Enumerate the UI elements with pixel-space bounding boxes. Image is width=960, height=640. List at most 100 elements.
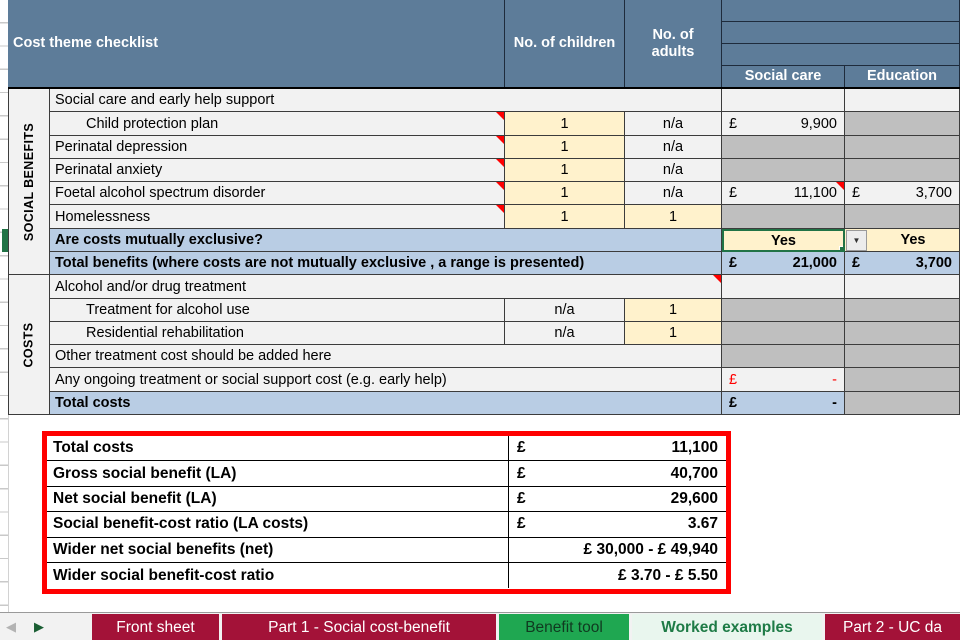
prev-sheet-arrow-icon[interactable]: ◀: [6, 619, 16, 634]
social-care-value-cell: £21,000: [722, 252, 845, 275]
summary-value: £ 11,100: [509, 436, 726, 460]
social-care-value-cell: [722, 275, 845, 299]
education-value-cell: £3,700: [845, 182, 960, 205]
header-spacer-row-3: [722, 44, 960, 66]
social-care-value-cell[interactable]: Yes: [722, 229, 845, 252]
education-value-cell: [845, 89, 960, 112]
children-count-cell[interactable]: 1: [505, 112, 625, 136]
social-care-value-cell: £ -: [722, 392, 845, 415]
social-care-value-cell: [722, 345, 845, 368]
summary-row: Total costs £ 11,100: [47, 436, 726, 462]
sheet-tab-front-sheet[interactable]: Front sheet: [92, 614, 219, 640]
adults-count-cell[interactable]: 1: [625, 322, 722, 345]
row-label: Any ongoing treatment or social support …: [55, 371, 447, 388]
cell-text: 1: [668, 325, 678, 341]
cell-text: 1: [668, 302, 678, 318]
row-label-cell: Perinatal anxiety: [50, 159, 505, 182]
social-care-value-cell: [722, 89, 845, 112]
summary-value: £ 30,000 - £ 49,940: [509, 538, 726, 562]
education-value-cell: [845, 345, 960, 368]
sheet-tab-part-2[interactable]: Part 2 - UC da: [825, 614, 960, 640]
row-label-cell: Foetal alcohol spectrum disorder: [50, 182, 505, 205]
adults-count-cell: n/a: [625, 136, 722, 159]
cell-text: 1: [560, 208, 569, 225]
header-spacer-row-1: [722, 0, 960, 22]
column-header-children: No. of children: [505, 0, 625, 88]
summary-row: Wider social benefit-cost ratio £ 3.70 -…: [47, 562, 726, 589]
column-header-social-care: Social care: [722, 66, 845, 88]
adults-count-cell[interactable]: 1: [625, 299, 722, 322]
row-label-cell: Are costs mutually exclusive?: [50, 229, 722, 252]
currency-symbol: £: [729, 185, 738, 201]
yes-dropdown-button[interactable]: ▼: [846, 230, 867, 251]
selected-row-indicator: [2, 229, 8, 252]
row-label: Total benefits (where costs are not mutu…: [55, 255, 585, 271]
chevron-down-icon: ▼: [852, 236, 861, 245]
cell-amount: 3,700: [915, 255, 952, 271]
cell-text: Yes: [771, 232, 796, 249]
results-summary-box: Total costs £ 11,100 Gross social benefi…: [42, 431, 731, 594]
summary-row: Wider net social benefits (net) £ 30,000…: [47, 537, 726, 563]
comment-indicator: [496, 136, 504, 144]
education-value-cell: [845, 299, 960, 322]
column-header-education: Education: [845, 66, 960, 88]
summary-value: £ 3.67: [509, 512, 726, 536]
social-care-value-cell: [722, 136, 845, 159]
summary-label: Net social benefit (LA): [47, 486, 509, 512]
summary-amount: 3.67: [687, 515, 718, 533]
children-count-cell: n/a: [505, 299, 625, 322]
header-spacer-row-2: [722, 22, 960, 44]
section-label-costs: COSTS: [8, 275, 50, 415]
children-count-cell[interactable]: 1: [505, 136, 625, 159]
currency-symbol: £: [729, 115, 738, 132]
section-label-text: SOCIAL BENEFITS: [22, 122, 36, 241]
education-value-cell[interactable]: Yes: [845, 229, 960, 252]
sheet-tab-benefit-tool[interactable]: Benefit tool: [499, 614, 629, 640]
row-label: Perinatal anxiety: [55, 162, 163, 178]
education-value-cell: [845, 112, 960, 136]
sheet-tab-part-1[interactable]: Part 1 - Social cost-benefit: [222, 614, 496, 640]
adults-count-cell[interactable]: 1: [625, 205, 722, 229]
section-label-social-benefits: SOCIAL BENEFITS: [8, 89, 50, 275]
summary-label: Social benefit-cost ratio (LA costs): [47, 512, 509, 537]
social-care-value-cell: [722, 322, 845, 345]
fill-handle[interactable]: [839, 246, 843, 250]
adults-count-cell: n/a: [625, 159, 722, 182]
currency-symbol: £: [729, 255, 738, 271]
summary-value: £ 40,700: [509, 461, 726, 485]
row-label-cell: Perinatal depression: [50, 136, 505, 159]
children-count-cell[interactable]: 1: [505, 159, 625, 182]
education-value-cell: [845, 205, 960, 229]
cell-text: n/a: [662, 139, 684, 155]
row-label-cell: Any ongoing treatment or social support …: [50, 368, 722, 392]
row-label-cell: Total benefits (where costs are not mutu…: [50, 252, 722, 275]
cell-text: Yes: [900, 232, 926, 248]
row-label-cell: Child protection plan: [50, 112, 505, 136]
education-value-cell: [845, 159, 960, 182]
cell-amount: 21,000: [792, 255, 837, 271]
education-value-cell: [845, 322, 960, 345]
cell-text: 1: [560, 162, 569, 178]
next-sheet-arrow-icon[interactable]: ▶: [34, 619, 44, 634]
currency-symbol: £: [517, 515, 526, 533]
education-value-cell: £3,700: [845, 252, 960, 275]
currency-symbol: £: [517, 439, 526, 457]
cell-amount: -: [832, 395, 837, 411]
row-label: Total costs: [55, 395, 131, 411]
children-count-cell[interactable]: 1: [505, 182, 625, 205]
row-label-cell: Alcohol and/or drug treatment: [50, 275, 722, 299]
row-label: Are costs mutually exclusive?: [55, 232, 263, 248]
comment-indicator: [496, 112, 504, 120]
cell-text: n/a: [662, 185, 684, 201]
cell-text: n/a: [662, 115, 684, 132]
social-care-value-cell: [722, 299, 845, 322]
sheet-tab-worked-examples[interactable]: Worked examples: [632, 614, 822, 640]
summary-row: Net social benefit (LA) £ 29,600: [47, 486, 726, 513]
summary-value: £ 3.70 - £ 5.50: [509, 563, 726, 588]
children-count-cell[interactable]: 1: [505, 205, 625, 229]
summary-amount: 11,100: [671, 439, 718, 457]
education-value-cell: [845, 392, 960, 415]
comment-indicator: [496, 182, 504, 190]
summary-row: Gross social benefit (LA) £ 40,700: [47, 461, 726, 487]
